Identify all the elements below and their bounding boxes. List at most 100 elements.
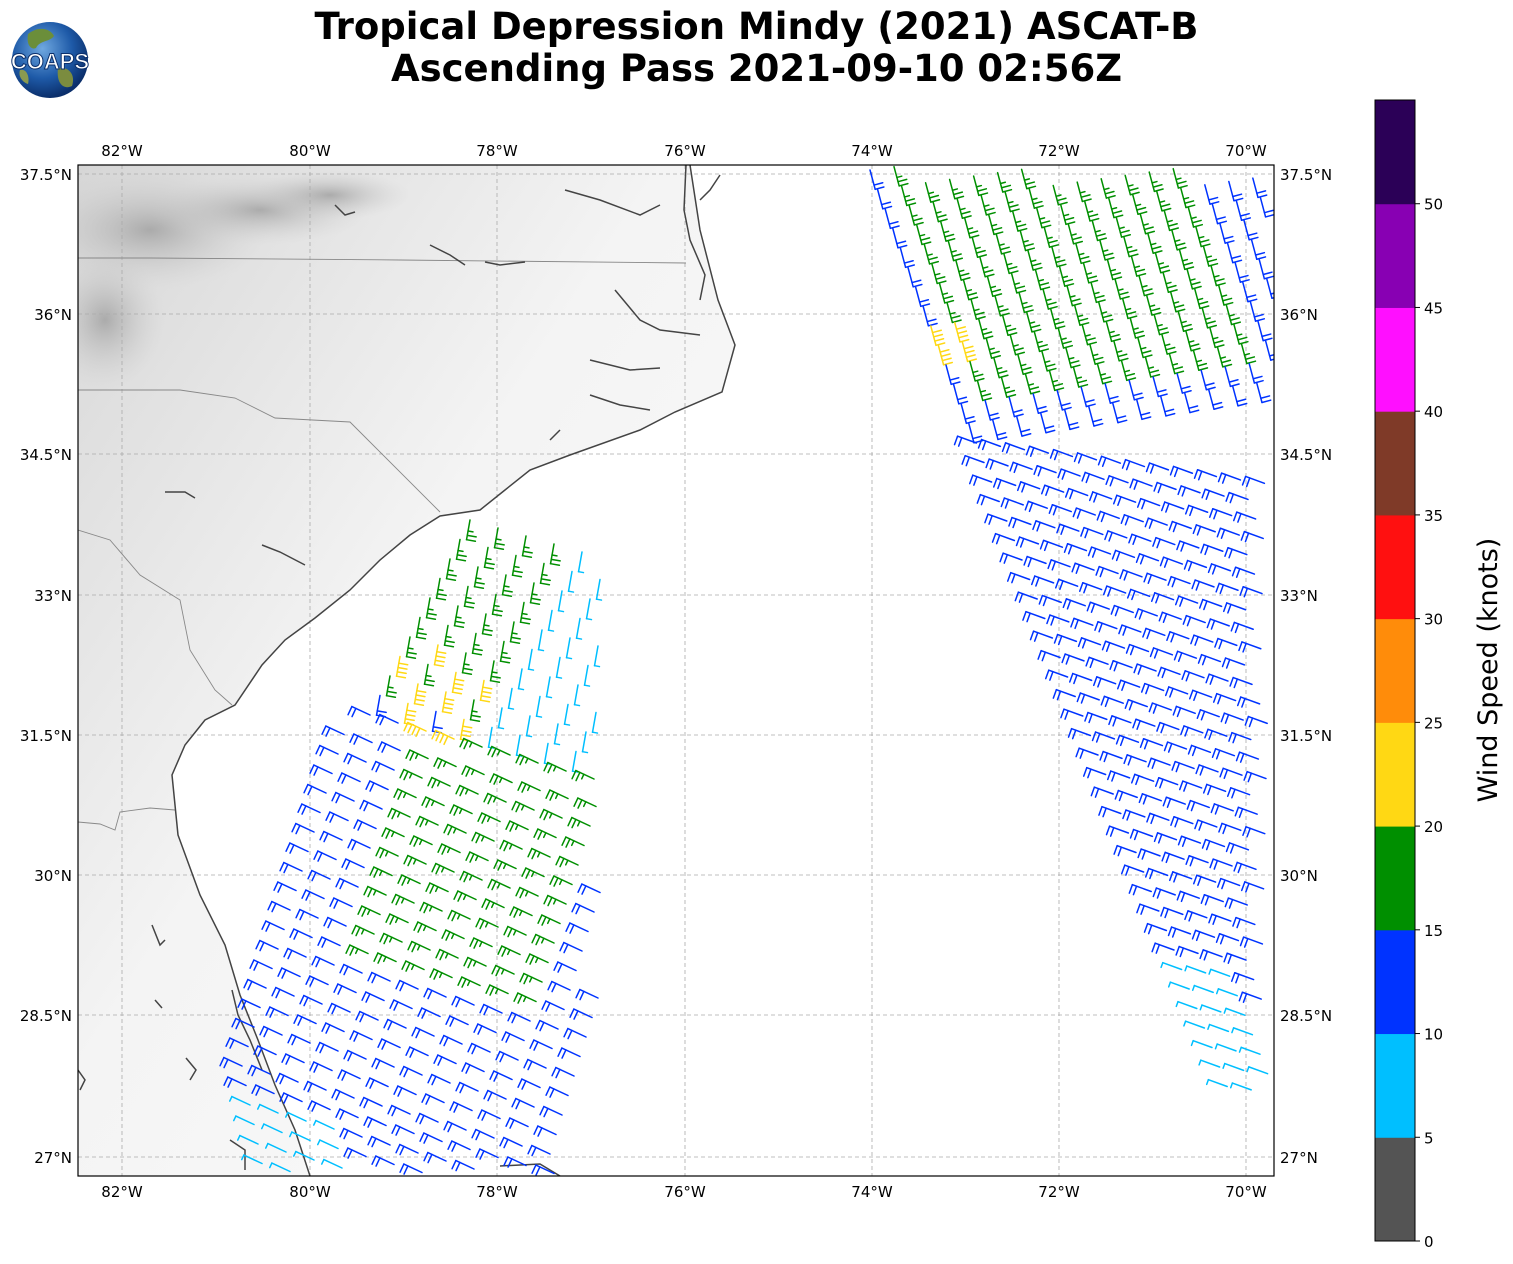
wind-barb (1010, 272, 1027, 294)
wind-barb (505, 1117, 529, 1129)
wind-barb (427, 776, 451, 789)
wind-barb (930, 325, 946, 347)
wind-barb (1201, 838, 1226, 851)
wind-barb (505, 820, 529, 832)
wind-barb (1162, 796, 1186, 808)
wind-barb (1058, 266, 1075, 287)
wind-barb (369, 866, 393, 878)
wind-barb (449, 1101, 473, 1113)
wind-barb (373, 952, 397, 964)
wind-barb (1122, 809, 1146, 821)
wind-barb (583, 664, 591, 687)
wind-barb (501, 1031, 525, 1043)
wind-barb (1075, 243, 1091, 265)
wind-barb (1205, 673, 1229, 685)
wind-barb (557, 590, 565, 613)
wind-barb (467, 1042, 491, 1055)
wind-barb (1128, 883, 1152, 896)
wind-barb (1096, 363, 1113, 385)
wind-barb (1250, 239, 1267, 261)
wind-barb (947, 240, 964, 262)
wind-barb (563, 703, 571, 726)
wind-barb (1109, 659, 1133, 672)
wind-barb (1186, 268, 1202, 290)
wind-barb (425, 597, 437, 621)
wind-barb (313, 1119, 335, 1130)
wind-barb (365, 780, 389, 792)
wind-barb (511, 554, 523, 578)
wind-barb (577, 551, 585, 574)
title-line-1: Tropical Depression Mindy (2021) ASCAT-B (314, 5, 1199, 48)
wind-barb (1076, 692, 1100, 704)
wind-barb (585, 598, 593, 621)
wind-barb (375, 846, 399, 859)
wind-barb (1024, 373, 1041, 395)
colorbar-bin (1375, 826, 1415, 931)
wind-barb (1160, 501, 1185, 513)
wind-barb (311, 955, 335, 968)
wind-barb (1167, 981, 1190, 990)
wind-barb (425, 882, 449, 894)
wind-barb (481, 613, 493, 637)
lat-tick-labels-left: 37.5°N 36°N 34.5°N 33°N 31.5°N 30°N 28.5… (20, 166, 72, 1167)
wind-barb (255, 939, 279, 952)
wind-barb (1239, 936, 1264, 948)
wind-barb (285, 1111, 307, 1122)
wind-barb (1113, 844, 1137, 857)
wind-barb (435, 577, 447, 601)
wind-barb (1044, 669, 1069, 681)
lat-tick-label: 27°N (1280, 1149, 1318, 1167)
wind-barb (1006, 571, 1031, 584)
wind-barb (341, 858, 365, 870)
colorbar-bin (1375, 1033, 1415, 1138)
wind-barb (283, 947, 307, 960)
wind-barb (1143, 572, 1167, 585)
wind-barb (1192, 874, 1217, 886)
wind-barb (970, 299, 986, 320)
wind-barb (1170, 291, 1186, 313)
wind-barb (1018, 292, 1034, 314)
wind-barb (449, 804, 473, 816)
wind-barb (537, 629, 545, 652)
wind-barb (447, 1140, 471, 1152)
wind-barb (1022, 610, 1046, 623)
wind-barb (1193, 469, 1218, 481)
wind-barb (1108, 197, 1124, 219)
wind-barb (295, 908, 319, 921)
wind-barb (1168, 520, 1192, 533)
wind-barb (1177, 485, 1201, 497)
wind-barb (375, 713, 399, 726)
wind-barb (979, 256, 995, 278)
wind-barb (1191, 929, 1216, 942)
wind-barb (1233, 861, 1257, 874)
wind-barb (499, 839, 523, 852)
wind-barb (1078, 581, 1103, 594)
wind-barb (1057, 327, 1074, 349)
wind-barb (571, 769, 595, 782)
wind-barb (499, 1136, 523, 1149)
wind-barb (1140, 682, 1165, 695)
chart-title: Tropical Depression Mindy (2021) ASCAT-B… (0, 6, 1513, 90)
wind-barb (1176, 890, 1200, 903)
wind-barb (481, 898, 505, 910)
colorbar-label: Wind Speed (knots) (1473, 538, 1504, 803)
lat-tick-label: 28.5°N (20, 1007, 72, 1025)
wind-barb (1156, 721, 1180, 734)
wind-barb (441, 691, 455, 715)
wind-barb (1153, 832, 1178, 844)
wind-barb (535, 695, 543, 718)
wind-barb (533, 1125, 557, 1137)
wind-barb (471, 1128, 495, 1141)
wind-barb (573, 797, 597, 809)
wind-barb (433, 757, 457, 769)
wind-barb (1169, 465, 1194, 478)
wind-barb (277, 967, 301, 979)
wind-barb (1047, 559, 1071, 571)
wind-barb (419, 1132, 443, 1144)
wind-barb (1119, 569, 1143, 581)
lat-tick-label: 31.5°N (20, 727, 72, 745)
wind-barb (1208, 913, 1232, 925)
cloud-patch (78, 250, 165, 390)
wind-barb (1033, 331, 1050, 353)
wind-barb (995, 233, 1012, 255)
